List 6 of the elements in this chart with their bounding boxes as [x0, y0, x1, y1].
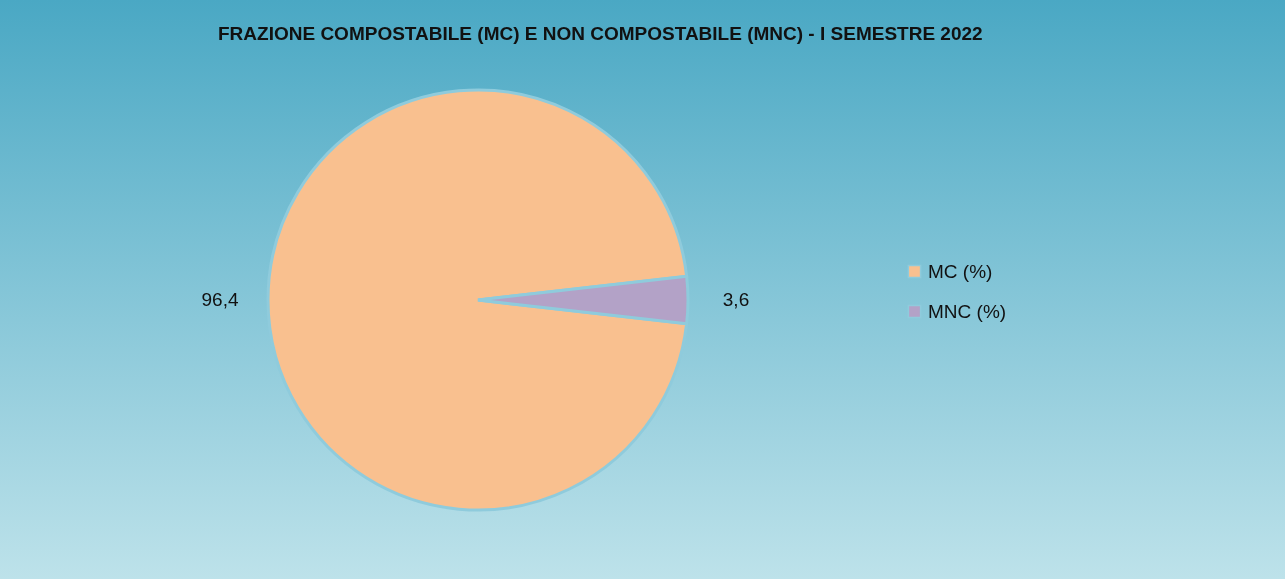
data-label: 3,6 [722, 289, 750, 310]
data-label: 96,4 [201, 289, 239, 310]
legend-label: MC (%) [928, 260, 993, 282]
pie-slice [266, 88, 689, 512]
chart-title: FRAZIONE COMPOSTABILE (MC) E NON COMPOSTABILE (MNC) - I SEMESTRE 2022 [218, 23, 983, 44]
legend-label: MNC (%) [928, 300, 1007, 322]
